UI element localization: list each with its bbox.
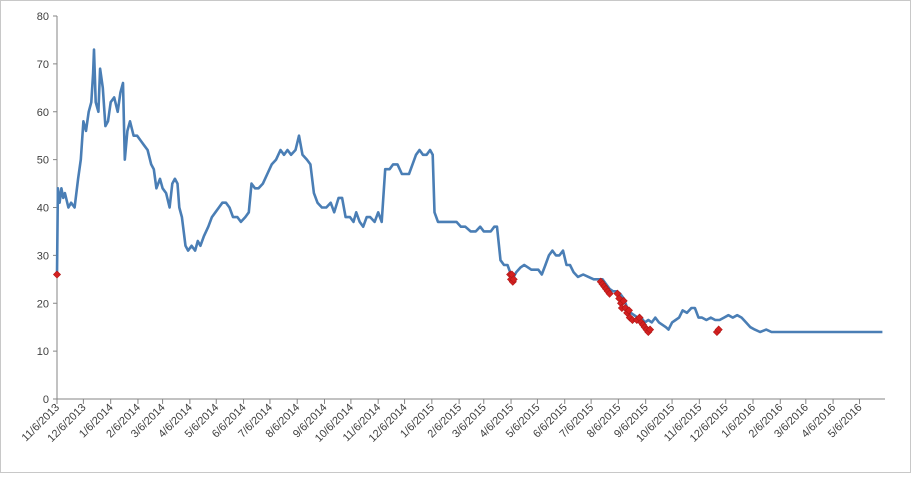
marker-point: [605, 289, 614, 298]
marker-point: [509, 275, 518, 284]
marker-point: [619, 296, 628, 305]
y-tick-label: 60: [37, 107, 49, 119]
y-axis: 0 10 20 30 40 50 60 70 80: [37, 11, 58, 406]
y-tick-label: 40: [37, 203, 49, 215]
y-tick-label: 0: [43, 394, 49, 406]
y-tick-label: 20: [37, 298, 49, 310]
marker-series: [52, 270, 723, 336]
marker-point: [624, 306, 633, 315]
marker-point: [646, 325, 655, 334]
y-tick-label: 70: [37, 59, 49, 71]
series-line-path: [55, 48, 883, 334]
y-tick-label: 50: [37, 155, 49, 167]
marker-point: [52, 270, 62, 279]
y-tick-label: 30: [37, 250, 49, 262]
marker-point: [714, 325, 723, 334]
price-series: [55, 48, 883, 334]
y-tick-label: 80: [37, 11, 49, 23]
y-tick-label: 10: [37, 346, 49, 358]
x-axis: 11/6/201312/6/20131/6/20142/6/20143/6/20…: [20, 398, 885, 445]
